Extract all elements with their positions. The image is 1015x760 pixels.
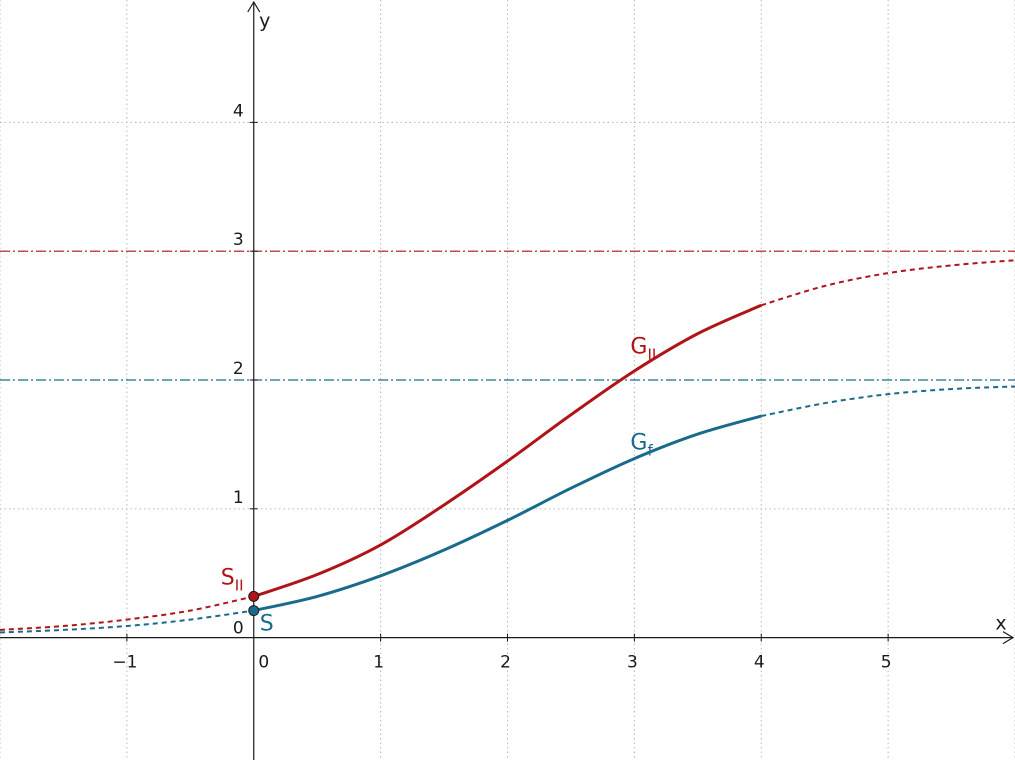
x-tick-label: 3 [627,653,638,673]
series-curves [0,259,1015,634]
x-axis-label: x [995,613,1006,635]
x-axis-arrow-icon [1002,631,1015,645]
y-tick-label: 2 [233,359,244,379]
series-dashed-left [0,609,254,634]
marked-points [248,590,260,617]
point-marker [248,590,260,602]
curve-label-subscript: II [647,345,656,363]
x-tick-label: −1 [112,653,137,673]
y-axis-label: y [259,10,270,32]
x-tick-label: 1 [373,653,384,673]
x-tick-label: 5 [881,653,892,673]
labels: −1 0 1 2 3 4 5 1 2 3 4 0 x y GII Gf SII S [112,10,1006,673]
series-dashed-right [761,385,1015,418]
point-label-subscript: II [235,576,244,594]
point-marker [248,605,260,617]
series-solid-segment [253,414,762,613]
y-tick-label: 3 [233,230,244,250]
point-label: S [260,612,274,637]
asymptote-lines [0,250,1015,381]
y-tick-label: 4 [233,101,244,121]
x-tick-label: 2 [500,653,511,673]
series-dashed-left [0,595,254,631]
series-solid-segment [253,303,762,598]
x-tick-label: 4 [754,653,765,673]
curve-label-subscript: f [647,442,653,460]
curve-label: Gf [630,431,653,460]
y-tick-label: 1 [233,488,244,508]
x-tick-label: 0 [258,653,269,673]
origin-label: 0 [233,619,244,639]
y-axis-arrow-icon [247,0,261,13]
point-label: SII [221,565,244,594]
curve-label: GII [630,334,656,363]
